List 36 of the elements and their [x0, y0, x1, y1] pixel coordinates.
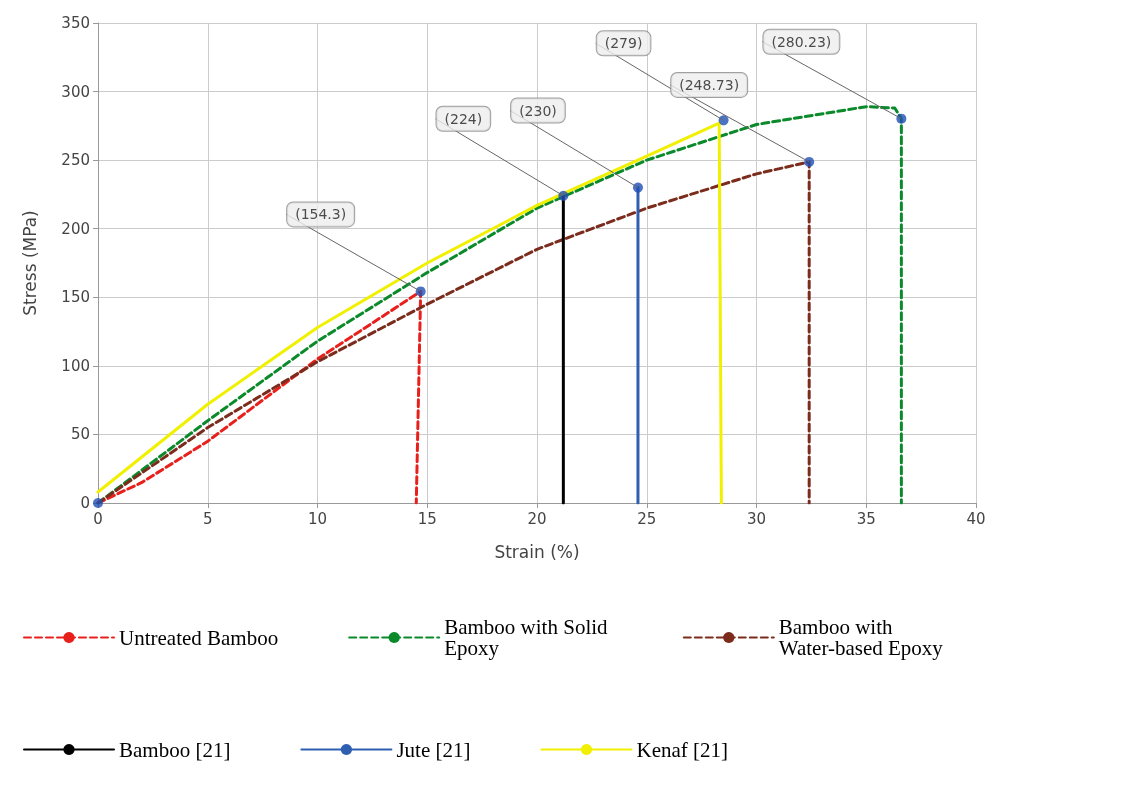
x-tick-label: 20 [527, 509, 547, 528]
annotation: (280.23) [771, 33, 832, 50]
x-axis-title: Strain (%) [494, 541, 580, 562]
x-tick-label: 40 [966, 509, 986, 528]
annotation: (248.73) [679, 76, 740, 93]
y-tick-label: 150 [61, 288, 90, 307]
x-tick-label: 10 [307, 509, 328, 528]
legend-label: Jute [21] [396, 737, 471, 762]
y-tick-label: 0 [80, 494, 90, 512]
legend-label: Bamboo with Solid Epoxy [444, 615, 613, 660]
point [804, 156, 815, 167]
y-tick-label: 300 [61, 82, 90, 101]
y-tick-label: 50 [70, 425, 90, 444]
y-tick-label: 250 [61, 151, 90, 170]
annotation: (224) [444, 110, 483, 127]
x-tick-label: 5 [202, 509, 213, 528]
annotation: (279) [604, 35, 643, 52]
annotation: (230) [519, 102, 557, 119]
x-tick-label: 30 [746, 509, 767, 528]
point [632, 182, 643, 193]
legend-label: Kenaf [21] [636, 737, 729, 762]
point [558, 190, 569, 201]
y-tick-label: 350 [61, 14, 90, 32]
x-tick-label: 25 [637, 509, 657, 528]
annotation: (154.3) [295, 206, 347, 223]
x-tick-label: 35 [856, 509, 876, 528]
x-tick-label: 0 [93, 509, 103, 528]
legend-label: Bamboo with Water-based Epoxy [778, 615, 944, 660]
y-axis-title: Stress (MPa) [19, 210, 40, 316]
legend-label: Bamboo [21] [119, 737, 231, 762]
legend-label: Untreated Bamboo [119, 625, 279, 650]
point [896, 113, 907, 124]
y-tick-label: 100 [61, 356, 90, 375]
x-tick-label: 15 [417, 509, 437, 528]
point [415, 286, 426, 297]
y-tick-label: 200 [61, 219, 90, 238]
